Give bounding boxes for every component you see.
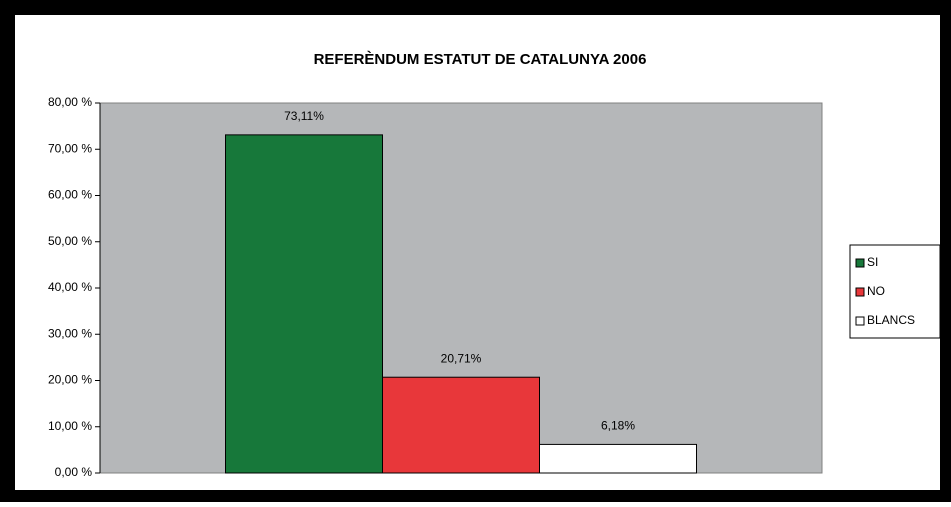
legend	[849, 244, 941, 339]
y-tick-label: 40,00 %	[48, 280, 92, 294]
value-label: 20,71%	[441, 351, 482, 365]
y-tick-label: 10,00 %	[48, 419, 92, 433]
value-label: 73,11%	[284, 109, 324, 123]
chart-title: REFERÈNDUM ESTATUT DE CATALUNYA 2006	[314, 51, 647, 68]
value-label: 6,18%	[601, 419, 635, 433]
y-tick-label: 0,00 %	[55, 465, 93, 479]
y-tick-label: 50,00 %	[48, 234, 92, 248]
bar	[539, 443, 697, 474]
legend-swatch	[855, 258, 865, 268]
y-tick-label: 80,00 %	[48, 95, 92, 109]
legend-label: SI	[867, 255, 878, 269]
legend-label: BLANCS	[867, 313, 915, 327]
y-tick-label: 60,00 %	[48, 188, 92, 202]
y-tick-label: 30,00 %	[48, 326, 92, 340]
bar	[382, 376, 540, 474]
y-tick-label: 20,00 %	[48, 373, 92, 387]
y-tick-label: 70,00 %	[48, 141, 92, 155]
bar	[225, 134, 383, 474]
legend-swatch	[855, 316, 865, 326]
legend-swatch	[855, 287, 865, 297]
legend-label: NO	[867, 284, 885, 298]
